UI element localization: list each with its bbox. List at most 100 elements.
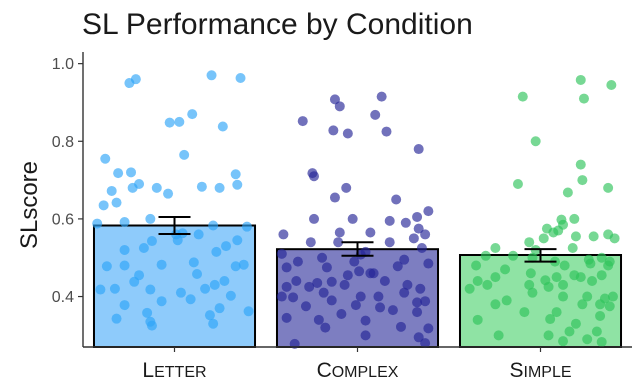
point-simple [543,281,554,292]
point-letter [243,306,254,317]
point-complex [423,323,434,334]
point-complex [304,281,315,292]
point-complex [413,332,424,343]
point-complex [368,268,379,279]
point-simple [603,182,614,193]
chart-title: SL Performance by Condition [82,8,473,41]
point-simple [562,187,573,198]
point-letter [209,279,220,290]
point-complex [360,330,371,341]
point-complex [281,262,292,273]
point-simple [591,326,602,337]
point-letter [174,116,185,127]
point-simple [564,326,575,337]
point-letter [142,307,153,318]
y-tick-label: 1.0 [52,56,74,73]
point-letter [211,246,222,257]
point-complex [400,217,411,228]
point-complex [342,128,353,139]
point-letter [92,218,103,229]
point-complex [313,314,324,325]
point-letter [185,294,196,305]
points-letter [92,70,254,331]
point-simple [525,268,536,279]
point-letter [172,235,183,246]
point-simple [490,243,501,254]
point-letter [130,74,141,85]
point-simple [582,334,593,345]
x-axis: LETTER COMPLEX SIMPLE [83,346,632,382]
point-simple [570,231,581,242]
point-complex [291,276,302,287]
point-letter [151,182,162,193]
point-complex [320,322,331,333]
point-simple [480,250,491,261]
point-complex [276,291,287,302]
point-letter [204,310,215,321]
point-complex [375,302,386,313]
point-simple [575,74,586,85]
point-complex [276,248,287,259]
point-letter [163,188,174,199]
point-letter [193,229,204,240]
point-complex [423,258,434,269]
point-letter [100,153,111,164]
point-complex [373,291,384,302]
point-complex [349,256,360,267]
point-simple [575,272,586,283]
point-simple [517,91,528,102]
point-letter [208,220,219,231]
point-letter [119,217,130,228]
point-simple [551,272,562,283]
point-complex [300,301,311,312]
point-simple [527,287,538,298]
point-letter [235,73,246,84]
point-simple [527,252,538,263]
point-simple [559,260,570,271]
point-simple [595,310,606,321]
point-complex [370,109,381,120]
point-letter [138,243,149,254]
point-letter [156,296,167,307]
y-axis: 0.4 0.6 0.8 1.0 [52,52,84,347]
point-letter [111,197,122,208]
point-complex [341,182,352,193]
point-complex [413,144,424,155]
point-letter [111,313,122,324]
point-simple [569,213,580,224]
point-simple [501,295,512,306]
point-complex [402,279,413,290]
point-letter [208,318,219,329]
point-letter [146,320,157,331]
point-complex [395,321,406,332]
point-letter [101,261,112,272]
point-letter [129,276,140,287]
point-simple [482,279,493,290]
point-simple [609,233,620,244]
point-complex [420,296,431,307]
point-letter [221,241,232,252]
point-complex [312,277,323,288]
point-complex [384,215,395,226]
point-complex [384,237,395,248]
point-letter [200,283,211,294]
point-letter [109,283,120,294]
point-letter [217,121,228,132]
point-complex [379,276,390,287]
point-letter [238,259,249,270]
point-simple [551,307,562,318]
point-complex [412,297,423,308]
point-simple [553,225,564,236]
point-simple [524,237,535,248]
point-complex [281,281,292,292]
point-letter [119,260,130,271]
point-simple [543,330,554,341]
point-complex [321,262,332,273]
point-simple [490,272,501,283]
point-complex [412,307,423,318]
point-simple [512,178,523,189]
point-simple [596,336,607,347]
point-simple [575,159,586,170]
point-simple [585,258,596,269]
